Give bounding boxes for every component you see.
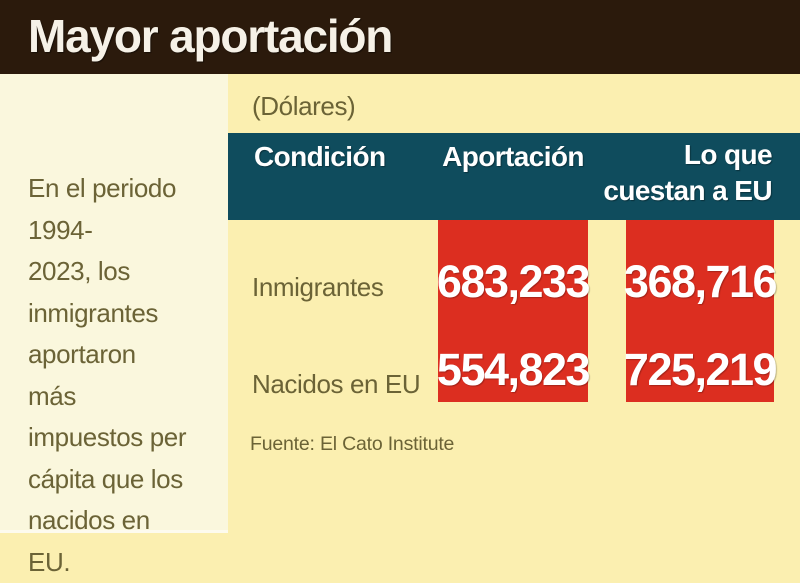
table-header-row: Condición Aportación Lo que cuestan a EU <box>228 133 800 220</box>
intro-line: impuestos per <box>28 417 224 459</box>
title-bar: Mayor aportación <box>0 0 800 74</box>
intro-line: cápita que los <box>28 459 224 501</box>
infographic: Mayor aportación En el periodo 1994- 202… <box>0 0 800 533</box>
column-header-aportacion: Aportación <box>438 139 588 175</box>
page-title: Mayor aportación <box>28 9 392 63</box>
units-label: (Dólares) <box>252 91 355 122</box>
source-note: Fuente: El Cato Institute <box>250 433 454 456</box>
column-header-condicion: Condición <box>254 139 385 175</box>
intro-line: 2023, los <box>28 251 224 293</box>
column-header-costo-line: cuestan a EU <box>572 173 772 209</box>
intro-line: EU. <box>28 542 224 583</box>
intro-line: aportaron <box>28 334 224 376</box>
intro-line: más <box>28 376 224 418</box>
intro-line: En el periodo <box>28 168 224 210</box>
table-row-label: Inmigrantes <box>252 272 383 303</box>
value-cell-nacidos-costo: 725,219 <box>626 312 774 402</box>
table-row-label: Nacidos en EU <box>252 369 420 400</box>
intro-text: En el periodo 1994- 2023, los inmigrante… <box>28 168 224 583</box>
column-header-costo-line: Lo que <box>572 137 772 173</box>
intro-line: nacidos en <box>28 500 224 542</box>
intro-line: 1994- <box>28 210 224 252</box>
value-text: 554,823 <box>437 344 589 396</box>
value-text: 725,219 <box>624 344 776 396</box>
value-cell-inmigrantes-aportacion: 683,233 <box>438 220 588 312</box>
column-header-costo: Lo que cuestan a EU <box>572 137 772 209</box>
value-text: 683,233 <box>437 256 589 308</box>
value-text: 368,716 <box>624 256 776 308</box>
intro-panel: En el periodo 1994- 2023, los inmigrante… <box>0 74 228 530</box>
value-cell-nacidos-aportacion: 554,823 <box>438 312 588 402</box>
intro-line: inmigrantes <box>28 293 224 335</box>
value-cell-inmigrantes-costo: 368,716 <box>626 220 774 312</box>
